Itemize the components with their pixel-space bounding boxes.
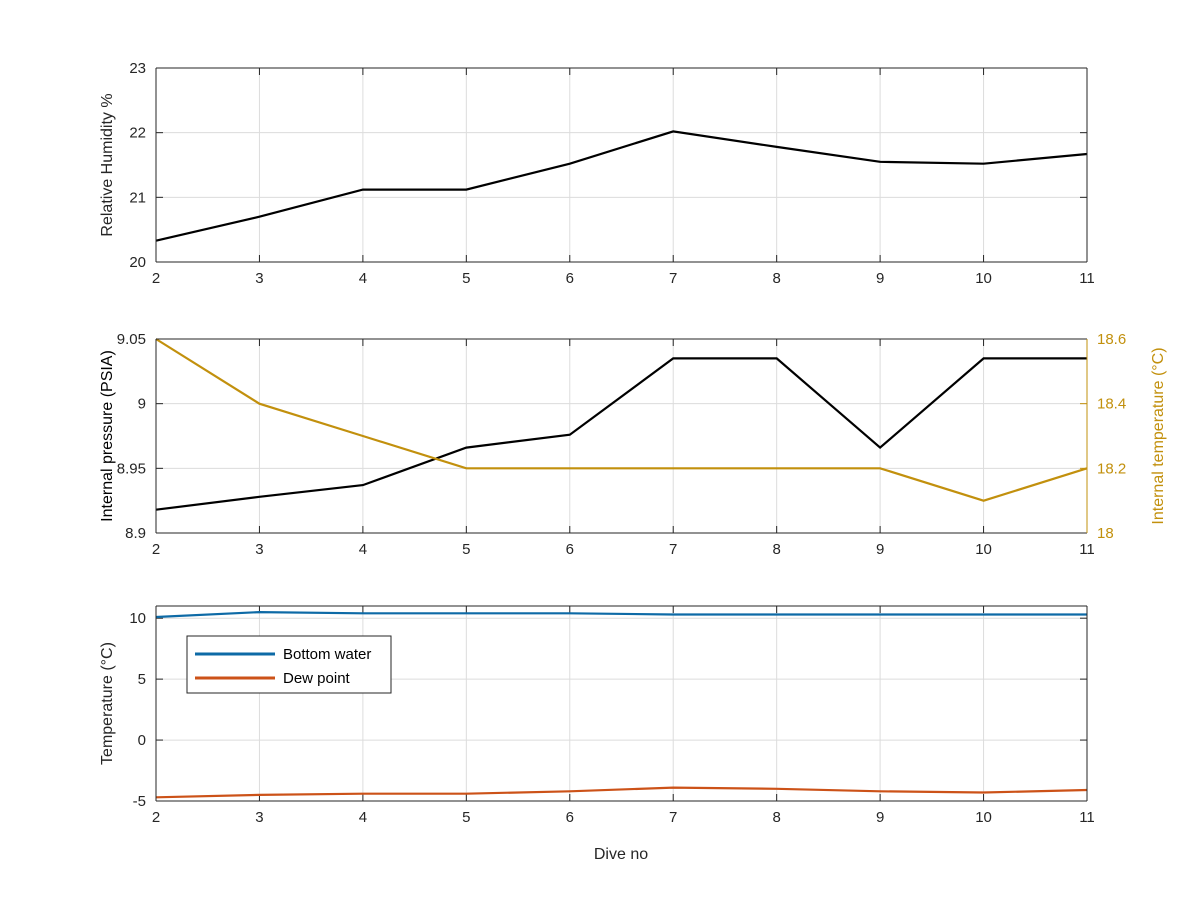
humidity-x-tick-label: 7 — [669, 270, 677, 287]
temperature-x-tick-label: 4 — [359, 809, 367, 826]
temperature-series-dew-point — [155, 786, 1088, 799]
pressure-x-tick-label: 3 — [255, 541, 263, 558]
humidity-y-axis-label: Relative Humidity % — [99, 93, 116, 236]
humidity-x-tick-label: 5 — [462, 270, 470, 287]
humidity-x-tick-label: 2 — [152, 270, 160, 287]
legend-label-dew-point: Dew point — [283, 670, 351, 687]
temperature-x-tick-label: 11 — [1079, 809, 1095, 826]
temperature-series-bottom-water — [155, 610, 1087, 619]
pressure-x-tick-label: 9 — [876, 541, 884, 558]
pressure-x-tick-label: 8 — [772, 541, 780, 558]
temperature-y-tick-label: 5 — [138, 671, 146, 688]
humidity-series-0 — [155, 130, 1088, 242]
pressure-x-tick-label: 2 — [152, 541, 160, 558]
pressure-x-tick-label: 7 — [669, 541, 677, 558]
temperature-x-tick-label: 5 — [462, 809, 470, 826]
temperature-y-axis-label: Temperature (°C) — [99, 642, 116, 765]
pressure-y-tick-label: 9 — [138, 396, 146, 413]
legend-label-bottom-water: Bottom water — [283, 646, 371, 663]
pressure-y2-tick-label: 18 — [1097, 525, 1114, 542]
pressure-y-tick-label: 8.9 — [125, 525, 146, 542]
temperature-y-tick-label: 0 — [138, 732, 146, 749]
temperature-x-tick-label: 8 — [772, 809, 780, 826]
pressure-y2-axis-label: Internal temperature (°C) — [1150, 347, 1167, 524]
pressure-y2-tick-label: 18.2 — [1097, 460, 1126, 477]
pressure-series-1 — [155, 338, 1088, 502]
humidity-x-tick-label: 11 — [1079, 270, 1095, 287]
pressure-y-axis-label: Internal pressure (PSIA) — [99, 350, 116, 522]
humidity-x-tick-label: 6 — [566, 270, 574, 287]
temperature-x-tick-label: 2 — [152, 809, 160, 826]
temperature-x-tick-label: 6 — [566, 809, 574, 826]
temperature-y-tick-label: -5 — [133, 793, 146, 810]
pressure-y2-tick-label: 18.6 — [1097, 331, 1126, 348]
humidity-x-tick-label: 3 — [255, 270, 263, 287]
pressure-y-tick-label: 8.95 — [117, 460, 146, 477]
humidity-x-tick-label: 9 — [876, 270, 884, 287]
humidity-x-tick-label: 4 — [359, 270, 367, 287]
pressure-temperature-panel: 2 3 4 5 6 7 8 9 10 11 8.9 8.95 9 9.05 18 18.2 18.4 18.6 In… — [99, 331, 1167, 558]
pressure-series-0 — [155, 357, 1087, 511]
pressure-y2-tick-label: 18.4 — [1097, 396, 1126, 413]
pressure-x-tick-label: 6 — [566, 541, 574, 558]
temperature-x-tick-label: 3 — [255, 809, 263, 826]
humidity-y-tick-label: 20 — [129, 254, 146, 271]
pressure-x-tick-label: 4 — [359, 541, 367, 558]
legend-box — [186, 635, 392, 694]
pressure-y-tick-label: 9.05 — [117, 331, 146, 348]
temperature-x-tick-label: 10 — [975, 809, 992, 826]
pressure-x-tick-label: 11 — [1079, 541, 1095, 558]
pressure-x-tick-label: 5 — [462, 541, 470, 558]
temperature-panel: 2 3 4 5 6 7 8 9 10 11 -5 0 5 10 Temperature (°C) Bottom… — [99, 605, 1095, 826]
humidity-y-tick-label: 21 — [129, 189, 146, 206]
temperature-x-tick-label: 9 — [876, 809, 884, 826]
humidity-x-tick-label: 8 — [772, 270, 780, 287]
temperature-x-tick-label: 7 — [669, 809, 677, 826]
temperature-y-tick-label: 10 — [129, 610, 146, 627]
humidity-x-tick-label: 10 — [975, 270, 992, 287]
pressure-x-tick-label: 10 — [975, 541, 992, 558]
humidity-y-tick-label: 23 — [129, 60, 146, 77]
temperature-legend: Bottom water Dew point — [186, 635, 392, 694]
humidity-y-tick-label: 22 — [129, 125, 146, 142]
x-axis-label: Dive no — [594, 846, 648, 863]
